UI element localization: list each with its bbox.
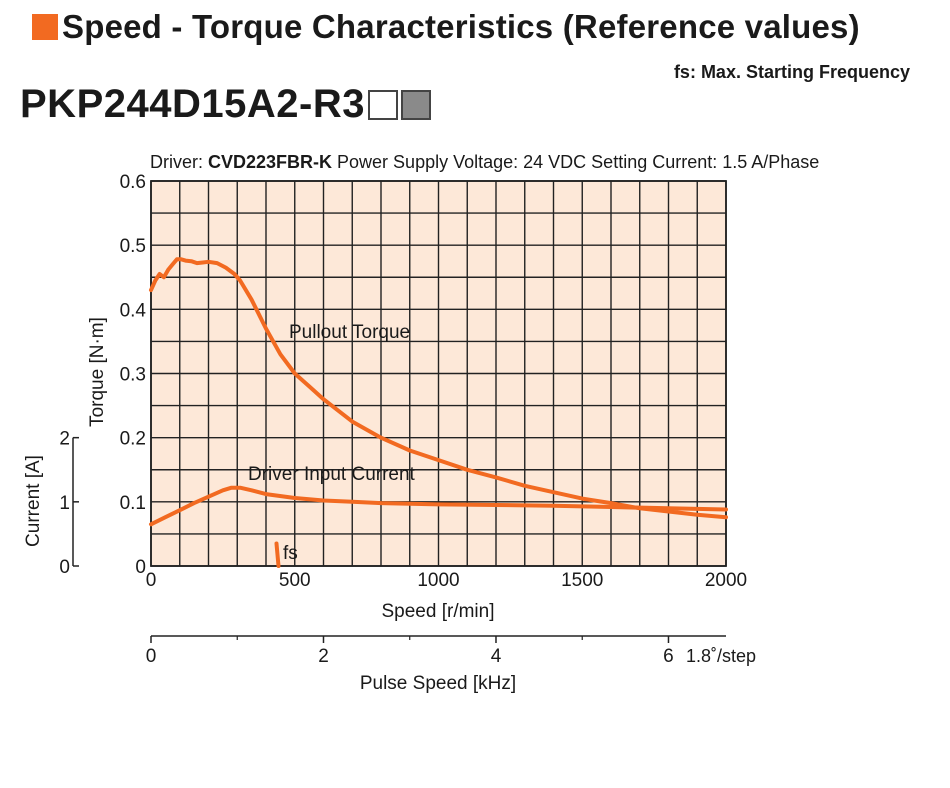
speed-tick-label: 500 — [279, 570, 311, 591]
pulse-axis-suffix: 1.8˚/step — [686, 646, 756, 666]
series-lines — [149, 257, 728, 568]
model-heading: PKP244D15A2-R3 — [20, 82, 431, 127]
current-tick-label: 1 — [59, 493, 70, 514]
torque-axis-label: Torque [N·m] — [87, 317, 108, 427]
conditions-rest: Power Supply Voltage: 24 VDC Setting Cur… — [332, 152, 819, 172]
header-square-icon — [32, 14, 58, 40]
torque-tick-label: 0.4 — [120, 300, 147, 321]
page-title: Speed - Torque Characteristics (Referenc… — [62, 8, 860, 45]
plot-border — [150, 180, 727, 567]
speed-tick-label: 1000 — [417, 570, 459, 591]
current-axis-label: Current [A] — [23, 455, 44, 547]
fs-marker-label: fs — [283, 543, 298, 564]
pulse-axis-label: Pulse Speed [kHz] — [360, 673, 516, 694]
model-box-white-icon — [367, 89, 398, 120]
speed-tick-label: 0 — [146, 570, 157, 591]
torque-tick-label: 0.2 — [120, 429, 146, 450]
fs-marker — [274, 541, 281, 568]
series-label-driver-input-current: Driver Input Current — [248, 464, 416, 485]
model-name: PKP244D15A2-R3 — [20, 82, 365, 126]
torque-tick-label: 0.1 — [120, 493, 146, 514]
pullout-torque-line — [149, 257, 728, 520]
driver-input-current-line — [149, 485, 728, 527]
torque-tick-label: 0.3 — [120, 365, 146, 386]
driver-value: CVD223FBR-K — [208, 152, 332, 172]
speed-tick-label: 1500 — [561, 570, 603, 591]
driver-label: Driver: — [150, 152, 208, 172]
conditions-text: Driver: CVD223FBR-K Power Supply Voltage… — [150, 152, 819, 172]
current-tick-label: 0 — [59, 557, 70, 578]
pulse-tick-label: 4 — [491, 646, 502, 667]
model-box-gray-icon — [400, 89, 431, 120]
fs-note: fs: Max. Starting Frequency — [673, 62, 910, 82]
torque-tick-label: 0 — [135, 557, 146, 578]
speed-tick-label: 2000 — [705, 570, 747, 591]
axes: 0 0.1 0.2 0.3 0.4 0.5 0.6 0 500 1000 1500 2000 0 1 2 0 2… — [59, 172, 747, 667]
torque-tick-label: 0.6 — [120, 172, 146, 193]
x-axis-label: Speed [r/min] — [382, 601, 495, 622]
series-label-pullout-torque: Pullout Torque — [289, 322, 410, 343]
torque-tick-label: 0.5 — [120, 236, 146, 257]
pulse-tick-label: 0 — [146, 646, 157, 667]
pulse-tick-label: 2 — [318, 646, 329, 667]
current-tick-label: 2 — [59, 429, 70, 450]
header: Speed - Torque Characteristics (Referenc… — [32, 8, 860, 46]
pulse-tick-label: 6 — [663, 646, 674, 667]
